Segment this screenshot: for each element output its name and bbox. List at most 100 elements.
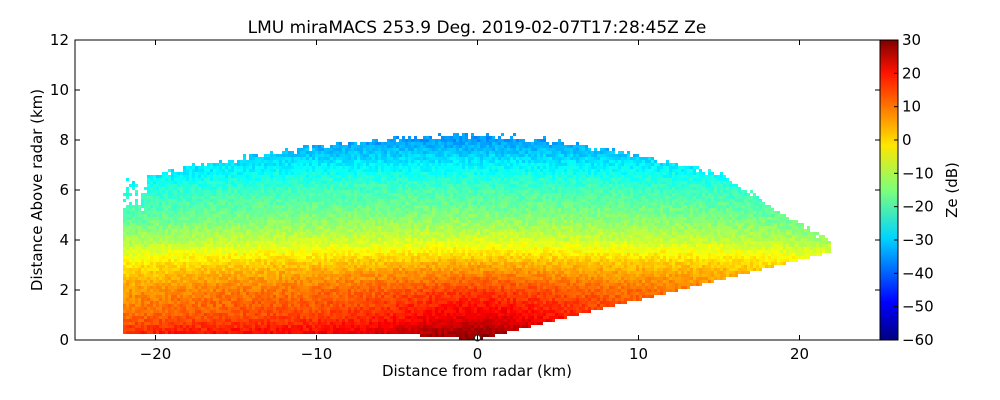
heatmap-cell xyxy=(138,298,141,301)
heatmap-cell xyxy=(174,286,177,289)
heatmap-cell xyxy=(348,157,351,160)
heatmap-cell xyxy=(252,169,255,172)
heatmap-cell xyxy=(345,160,348,163)
heatmap-cell xyxy=(216,331,219,334)
heatmap-cell xyxy=(129,262,132,265)
heatmap-cell xyxy=(255,301,258,304)
heatmap-cell xyxy=(372,220,375,223)
heatmap-cell xyxy=(345,304,348,307)
heatmap-cell xyxy=(204,193,207,196)
heatmap-cell xyxy=(345,196,348,199)
heatmap-cell xyxy=(342,205,345,208)
heatmap-cell xyxy=(231,289,234,292)
heatmap-cell xyxy=(177,220,180,223)
heatmap-cell xyxy=(339,331,342,334)
heatmap-cell xyxy=(303,217,306,220)
heatmap-cell xyxy=(207,316,210,319)
heatmap-cell xyxy=(366,256,369,259)
heatmap-cell xyxy=(213,271,216,274)
heatmap-cell xyxy=(282,322,285,325)
heatmap-cell xyxy=(222,259,225,262)
heatmap-cell xyxy=(348,304,351,307)
heatmap-cell xyxy=(375,328,378,331)
heatmap-cell xyxy=(159,289,162,292)
heatmap-cell xyxy=(171,217,174,220)
heatmap-cell xyxy=(273,193,276,196)
heatmap-cell xyxy=(240,205,243,208)
heatmap-cell xyxy=(357,244,360,247)
heatmap-cell xyxy=(306,166,309,169)
heatmap-cell xyxy=(327,226,330,229)
heatmap-cell xyxy=(366,274,369,277)
heatmap-cell xyxy=(255,160,258,163)
heatmap-cell xyxy=(177,202,180,205)
heatmap-cell xyxy=(255,325,258,328)
heatmap-cell xyxy=(168,277,171,280)
heatmap-cell xyxy=(372,238,375,241)
heatmap-cell xyxy=(351,325,354,328)
heatmap-cell xyxy=(189,226,192,229)
heatmap-cell xyxy=(195,187,198,190)
heatmap-cell xyxy=(336,256,339,259)
heatmap-cell xyxy=(369,172,372,175)
heatmap-cell xyxy=(336,268,339,271)
heatmap-cell xyxy=(183,295,186,298)
heatmap-cell xyxy=(225,262,228,265)
heatmap-cell xyxy=(363,169,366,172)
heatmap-cell xyxy=(321,241,324,244)
heatmap-cell xyxy=(210,316,213,319)
heatmap-cell xyxy=(324,325,327,328)
heatmap-cell xyxy=(339,256,342,259)
heatmap-cell xyxy=(324,181,327,184)
heatmap-cell xyxy=(294,223,297,226)
heatmap-cell xyxy=(147,319,150,322)
heatmap-cell xyxy=(315,160,318,163)
heatmap-cell xyxy=(285,295,288,298)
heatmap-cell xyxy=(255,232,258,235)
heatmap-cell xyxy=(123,253,126,256)
heatmap-cell xyxy=(243,256,246,259)
heatmap-cell xyxy=(228,160,231,163)
heatmap-cell xyxy=(339,217,342,220)
heatmap-cell xyxy=(282,280,285,283)
heatmap-cell xyxy=(291,205,294,208)
heatmap-cell xyxy=(351,226,354,229)
heatmap-cell xyxy=(213,256,216,259)
heatmap-cell xyxy=(270,331,273,334)
heatmap-cell xyxy=(258,325,261,328)
heatmap-cell xyxy=(228,328,231,331)
heatmap-cell xyxy=(327,202,330,205)
heatmap-cell xyxy=(222,208,225,211)
heatmap-cell xyxy=(363,160,366,163)
heatmap-cell xyxy=(225,205,228,208)
heatmap-cell xyxy=(309,304,312,307)
heatmap-cell xyxy=(213,283,216,286)
heatmap-cell xyxy=(231,172,234,175)
heatmap-cell xyxy=(303,148,306,151)
heatmap-cell xyxy=(231,274,234,277)
heatmap-cell xyxy=(171,238,174,241)
heatmap-cell xyxy=(252,307,255,310)
heatmap-cell xyxy=(228,223,231,226)
heatmap-cell xyxy=(246,274,249,277)
heatmap-cell xyxy=(327,280,330,283)
heatmap-cell xyxy=(354,313,357,316)
heatmap-cell xyxy=(258,181,261,184)
heatmap-cell xyxy=(288,214,291,217)
heatmap-cell xyxy=(126,253,129,256)
heatmap-cell xyxy=(297,154,300,157)
heatmap-cell xyxy=(279,271,282,274)
heatmap-cell xyxy=(141,229,144,232)
heatmap-cell xyxy=(156,271,159,274)
heatmap-cell xyxy=(183,283,186,286)
heatmap-cell xyxy=(186,205,189,208)
heatmap-cell xyxy=(351,178,354,181)
heatmap-cell xyxy=(168,220,171,223)
heatmap-cell xyxy=(261,292,264,295)
heatmap-cell xyxy=(318,259,321,262)
heatmap-cell xyxy=(357,295,360,298)
heatmap-cell xyxy=(246,235,249,238)
heatmap-cell xyxy=(162,190,165,193)
heatmap-cell xyxy=(234,286,237,289)
heatmap-cell xyxy=(297,190,300,193)
